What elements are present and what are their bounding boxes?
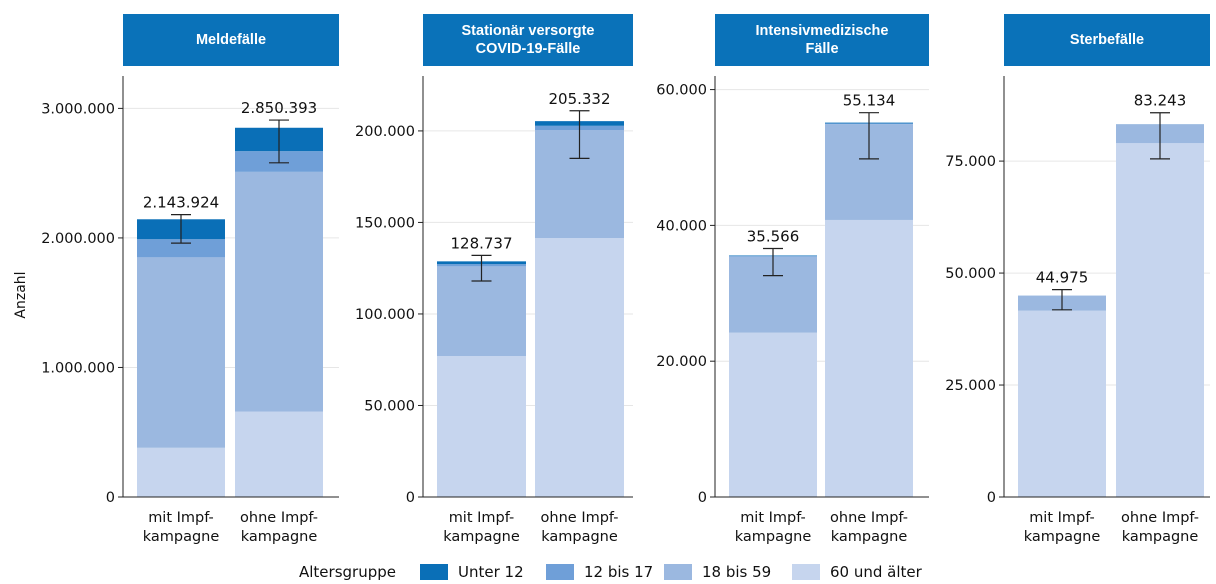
y-tick-label: 20.000 bbox=[656, 354, 707, 370]
y-tick-label: 0 bbox=[406, 490, 415, 506]
legend-swatch-unter-12 bbox=[420, 564, 448, 580]
x-category-label: mit Impf- bbox=[148, 510, 214, 526]
legend-title: Altersgruppe bbox=[299, 563, 396, 581]
total-value-label: 55.134 bbox=[843, 92, 896, 110]
x-category-label: kampagne bbox=[443, 529, 520, 545]
legend-swatch-60-und-aelter bbox=[792, 564, 820, 580]
bar-segment bbox=[825, 219, 913, 497]
bar-segment bbox=[1018, 310, 1106, 497]
x-category-label: mit Impf- bbox=[449, 510, 515, 526]
legend-swatch-18-bis-59 bbox=[664, 564, 692, 580]
y-tick-label: 60.000 bbox=[656, 83, 707, 99]
bar-segment bbox=[235, 411, 323, 497]
y-tick-label: 50.000 bbox=[364, 398, 415, 414]
total-value-label: 83.243 bbox=[1134, 92, 1187, 110]
x-category-label: kampagne bbox=[1122, 529, 1199, 545]
y-tick-label: 25.000 bbox=[945, 378, 996, 394]
panel-title-intensiv: Intensivmedizische Fälle bbox=[715, 14, 929, 66]
bar-segment bbox=[137, 239, 225, 258]
y-tick-label: 75.000 bbox=[945, 154, 996, 170]
bar-segment bbox=[437, 356, 526, 497]
x-category-label: kampagne bbox=[1024, 529, 1101, 545]
y-tick-label: 40.000 bbox=[656, 218, 707, 234]
x-category-label: mit Impf- bbox=[740, 510, 806, 526]
panel-title-meldefaelle: Meldefälle bbox=[123, 14, 339, 66]
x-category-label: kampagne bbox=[241, 529, 318, 545]
total-value-label: 205.332 bbox=[548, 90, 610, 108]
total-value-label: 2.850.393 bbox=[241, 99, 317, 117]
y-tick-label: 50.000 bbox=[945, 266, 996, 282]
y-tick-label: 2.000.000 bbox=[41, 231, 115, 247]
y-tick-label: 1.000.000 bbox=[41, 360, 115, 376]
y-tick-label: 0 bbox=[987, 490, 996, 506]
bar-segment bbox=[137, 447, 225, 497]
total-value-label: 2.143.924 bbox=[143, 194, 219, 212]
y-tick-label: 0 bbox=[106, 490, 115, 506]
legend-swatch-12-bis-17 bbox=[546, 564, 574, 580]
y-tick-label: 200.000 bbox=[355, 124, 415, 140]
total-value-label: 35.566 bbox=[747, 227, 800, 245]
bar-segment bbox=[1116, 143, 1204, 497]
x-category-label: kampagne bbox=[831, 529, 908, 545]
y-tick-label: 100.000 bbox=[355, 307, 415, 323]
legend-label-60-und-aelter: 60 und älter bbox=[830, 563, 922, 581]
x-category-label: kampagne bbox=[541, 529, 618, 545]
x-category-label: ohne Impf- bbox=[830, 510, 908, 526]
bar-segment bbox=[729, 332, 817, 497]
legend-label-unter-12: Unter 12 bbox=[458, 563, 524, 581]
bar-segment bbox=[235, 171, 323, 412]
legend-label-18-bis-59: 18 bis 59 bbox=[702, 563, 772, 581]
x-category-label: ohne Impf- bbox=[1121, 510, 1199, 526]
legend-label-12-bis-17: 12 bis 17 bbox=[584, 563, 654, 581]
x-category-label: kampagne bbox=[143, 529, 220, 545]
total-value-label: 44.975 bbox=[1036, 269, 1089, 287]
legend: Altersgruppe Unter 12 12 bis 17 18 bis 5… bbox=[0, 562, 1216, 584]
y-tick-label: 3.000.000 bbox=[41, 101, 115, 117]
total-value-label: 128.737 bbox=[450, 234, 512, 252]
x-category-label: ohne Impf- bbox=[541, 510, 619, 526]
bar-segment bbox=[137, 257, 225, 448]
x-category-label: mit Impf- bbox=[1029, 510, 1095, 526]
panel-title-sterbefaelle: Sterbefälle bbox=[1004, 14, 1210, 66]
y-tick-label: 150.000 bbox=[355, 215, 415, 231]
x-category-label: ohne Impf- bbox=[240, 510, 318, 526]
bar-segment bbox=[535, 237, 624, 498]
x-category-label: kampagne bbox=[735, 529, 812, 545]
panel-title-stationaer: Stationär versorgte COVID-19-Fälle bbox=[423, 14, 633, 66]
y-tick-label: 0 bbox=[698, 490, 707, 506]
